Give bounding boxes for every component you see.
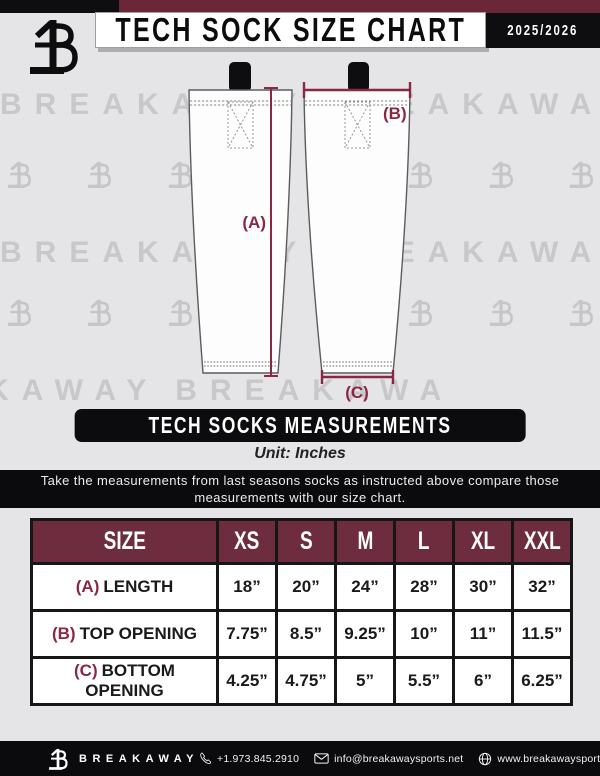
cell-top-s: 8.5”	[275, 609, 337, 659]
email-icon	[314, 753, 329, 764]
footer-contacts: +1.973.845.2910 info@breakawaysports.net…	[199, 752, 600, 766]
cell-top-m: 9.25”	[334, 609, 396, 659]
sock-diagram: (A) (B) (C)	[188, 62, 412, 402]
cell-length-s: 20”	[275, 562, 337, 612]
left-sock-outline	[188, 89, 293, 374]
column-header-xxl: XXL	[511, 518, 573, 565]
cell-bottom-xxl: 6.25”	[511, 656, 573, 706]
left-sock-tab	[229, 62, 251, 92]
instruction-line-1: Take the measurements from last seasons …	[40, 473, 560, 488]
cell-length-xl: 30”	[452, 562, 514, 612]
right-sock-outline	[303, 89, 411, 374]
column-header-xl: XL	[452, 518, 514, 565]
cell-length-xxl: 32”	[511, 562, 573, 612]
instruction-bar: Take the measurements from last seasons …	[0, 470, 600, 508]
footer-website: www.breakawaysports.net	[478, 752, 600, 766]
stitch-box	[227, 101, 371, 149]
cell-bottom-xs: 4.25”	[216, 656, 278, 706]
footer-phone: +1.973.845.2910	[199, 752, 299, 765]
watermark-text-row: BREAKAWAYBREAKAWAYBREAKAWAY	[0, 374, 450, 407]
footer-email: info@breakawaysports.net	[314, 753, 463, 765]
breakaway-logo-icon	[47, 747, 68, 770]
measurements-banner-label: TECH SOCKS MEASUREMENTS	[148, 412, 452, 438]
row-label-length: (A) LENGTH	[30, 562, 219, 612]
row-label-bottom-opening: (C) BOTTOM OPENING	[30, 656, 219, 706]
footer-brand: BREAKAWAY	[46, 747, 199, 771]
cell-length-xs: 18”	[216, 562, 278, 612]
table-header-row: SIZE XS S M L XL XXL	[30, 518, 573, 565]
top-strip-maroon	[119, 0, 600, 13]
measurement-label-b: (B)	[383, 104, 407, 123]
measurement-line-c	[320, 370, 395, 384]
footer-email-text: info@breakawaysports.net	[334, 752, 464, 765]
page-title: TECH SOCK SIZE CHART	[115, 11, 466, 48]
cell-top-xs: 7.75”	[216, 609, 278, 659]
table-row-bottom-opening: (C) BOTTOM OPENING 4.25” 4.75” 5” 5.5” 6”…	[30, 656, 573, 706]
cell-bottom-l: 5.5”	[393, 656, 455, 706]
footer-phone-text: +1.973.845.2910	[217, 752, 300, 765]
footer-website-text: www.breakawaysports.net	[497, 752, 600, 765]
column-header-m: M	[334, 518, 396, 565]
measurement-line-a	[264, 87, 278, 377]
column-header-size: SIZE	[30, 518, 219, 565]
footer-bar: BREAKAWAY +1.973.845.2910 info@breakaway…	[0, 741, 600, 776]
footer-brand-label: BREAKAWAY	[79, 752, 199, 765]
season-label: 2025/2026	[507, 22, 579, 39]
bottom-hem-stitches	[204, 361, 392, 367]
column-header-l: L	[393, 518, 455, 565]
top-strip-black	[0, 0, 119, 13]
globe-icon	[479, 752, 492, 765]
measurements-banner: TECH SOCKS MEASUREMENTS	[74, 409, 526, 442]
measurement-label-a: (A)	[242, 213, 266, 232]
size-chart-table: SIZE XS S M L XL XXL (A) LENGTH 18” 20” 2…	[30, 518, 573, 706]
cell-length-l: 28”	[393, 562, 455, 612]
column-header-s: S	[275, 518, 337, 565]
title-bar: TECH SOCK SIZE CHART	[95, 11, 486, 48]
cell-length-m: 24”	[334, 562, 396, 612]
right-sock-tab	[348, 62, 369, 92]
phone-icon	[200, 752, 212, 764]
top-seam-stitches	[190, 100, 409, 106]
cell-top-xxl: 11.5”	[511, 609, 573, 659]
cell-top-l: 10”	[393, 609, 455, 659]
column-header-xs: XS	[216, 518, 278, 565]
season-badge: 2025/2026	[486, 13, 600, 48]
row-label-top-opening: (B) TOP OPENING	[30, 609, 219, 659]
cell-bottom-s: 4.75”	[275, 656, 337, 706]
cell-bottom-xl: 6”	[452, 656, 514, 706]
measurement-label-c: (C)	[345, 383, 369, 402]
instruction-line-2: measurements with our size chart.	[194, 490, 406, 505]
cell-bottom-m: 5”	[334, 656, 396, 706]
cell-top-xl: 11”	[452, 609, 514, 659]
measurement-line-b	[302, 82, 412, 98]
table-row-length: (A) LENGTH 18” 20” 24” 28” 30” 32”	[30, 562, 573, 612]
unit-note: Unit: Inches	[254, 445, 346, 462]
table-row-top-opening: (B) TOP OPENING 7.75” 8.5” 9.25” 10” 11” …	[30, 609, 573, 659]
